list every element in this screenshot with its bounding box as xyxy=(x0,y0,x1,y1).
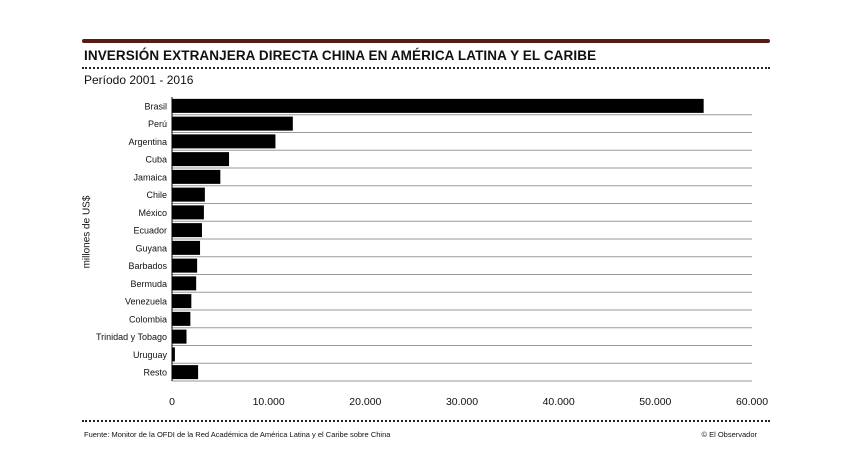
x-tick-label: 20.000 xyxy=(349,396,381,408)
source-note: Fuente: Monitor de la OFDI de la Red Aca… xyxy=(84,430,391,439)
bar xyxy=(172,311,191,326)
category-label: Barbados xyxy=(128,261,167,271)
top-rule xyxy=(82,39,770,43)
chart-subtitle: Período 2001 - 2016 xyxy=(84,73,194,87)
top-divider xyxy=(82,67,770,69)
x-tick-label: 50.000 xyxy=(639,396,671,408)
category-label: Chile xyxy=(146,190,167,200)
bar xyxy=(172,329,187,344)
category-label: Trinidad y Tobago xyxy=(96,332,167,342)
x-tick-label: 0 xyxy=(169,396,175,408)
category-label: Uruguay xyxy=(133,350,168,360)
bar xyxy=(172,240,201,255)
x-tick-label: 30.000 xyxy=(446,396,478,408)
category-label: Cuba xyxy=(145,155,167,165)
category-label: Guyana xyxy=(135,243,167,253)
category-label: Jamaica xyxy=(133,172,167,182)
bar xyxy=(172,365,199,380)
category-label: Perú xyxy=(148,119,167,129)
category-label: Argentina xyxy=(128,137,167,147)
category-label: Ecuador xyxy=(133,226,167,236)
bar xyxy=(172,223,202,238)
bar xyxy=(172,258,198,273)
x-tick-label: 60.000 xyxy=(736,396,768,408)
bar xyxy=(172,276,197,291)
bar xyxy=(172,294,192,309)
bottom-divider xyxy=(82,420,770,422)
category-label: Colombia xyxy=(129,314,167,324)
chart-title: INVERSIÓN EXTRANJERA DIRECTA CHINA EN AM… xyxy=(84,48,597,63)
bar xyxy=(172,134,276,149)
x-tick-label: 40.000 xyxy=(543,396,575,408)
category-label: Resto xyxy=(143,368,167,378)
credit-note: © El Observador xyxy=(701,430,757,439)
bar xyxy=(172,116,293,131)
category-label: Bermuda xyxy=(130,279,167,289)
bar xyxy=(172,169,221,184)
bar xyxy=(172,205,204,220)
category-label: Brasil xyxy=(144,101,167,111)
x-tick-label: 10.000 xyxy=(253,396,285,408)
category-label: Venezuela xyxy=(125,297,167,307)
category-label: México xyxy=(138,208,167,218)
bar xyxy=(172,152,230,167)
bar xyxy=(172,187,205,202)
bar xyxy=(172,347,175,362)
bar xyxy=(172,98,704,113)
